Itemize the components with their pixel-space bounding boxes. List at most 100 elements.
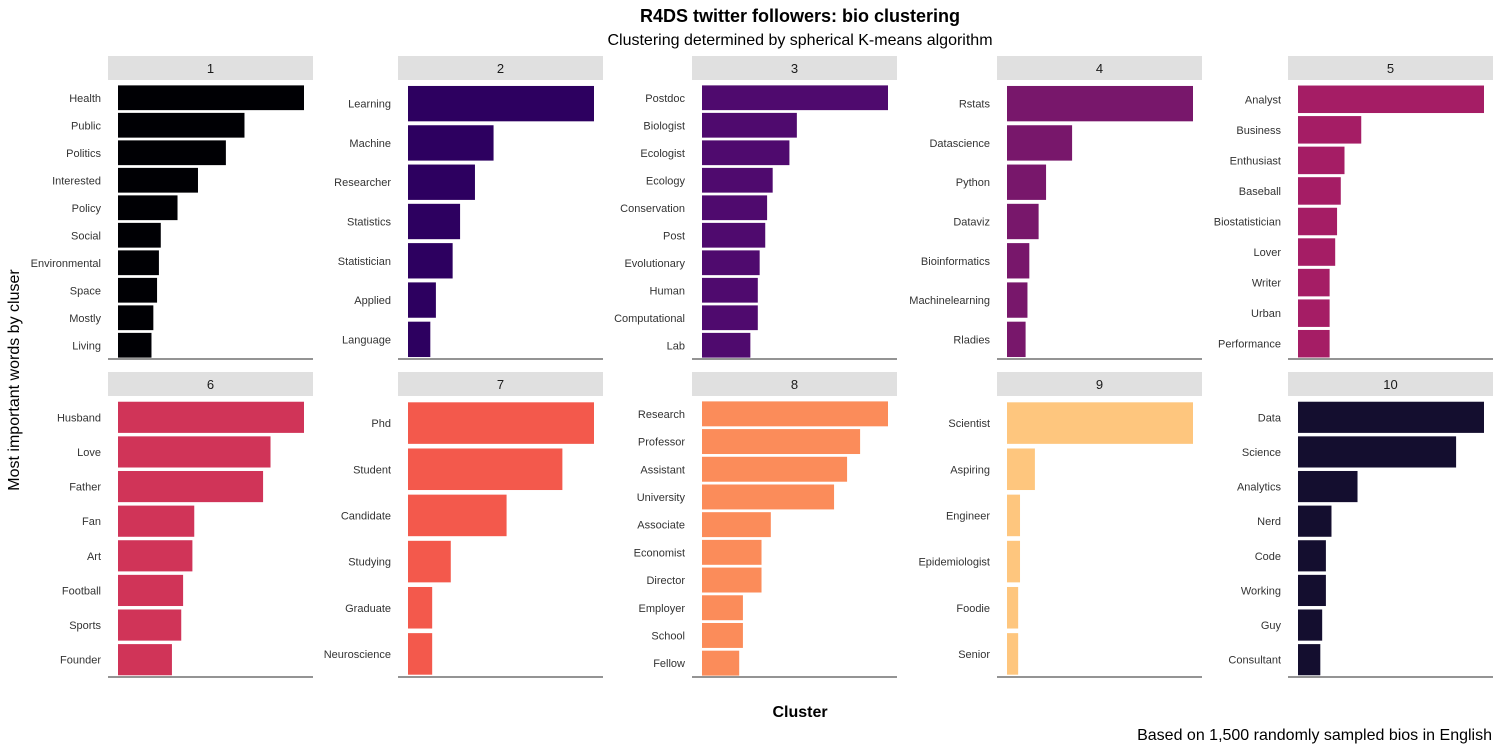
y-tick-label: School: [651, 630, 685, 642]
y-tick-label: Lab: [667, 340, 685, 352]
bar: [702, 332, 751, 358]
bar: [1298, 177, 1341, 205]
y-tick-label: Professor: [638, 437, 685, 449]
bar: [118, 436, 271, 468]
bar: [118, 222, 161, 248]
bar: [702, 167, 773, 193]
bar: [702, 305, 758, 331]
bar: [408, 402, 594, 444]
bar: [702, 112, 797, 138]
bar: [408, 633, 433, 675]
bar: [408, 540, 451, 583]
y-tick-label: Data: [1258, 412, 1282, 424]
facet-strip-label: 8: [791, 377, 798, 392]
bar: [118, 644, 172, 676]
y-tick-label: Foodie: [956, 603, 990, 615]
bar: [118, 609, 182, 641]
y-tick-label: Economist: [634, 547, 685, 559]
y-tick-label: Art: [87, 551, 101, 563]
y-tick-label: Code: [1255, 551, 1281, 563]
y-tick-label: Space: [70, 285, 101, 297]
bar: [1298, 609, 1323, 641]
bar: [702, 195, 768, 221]
bar: [1007, 448, 1035, 491]
bar: [702, 650, 740, 676]
y-tick-label: Founder: [60, 655, 101, 667]
y-tick-label: Epidemiologist: [918, 557, 990, 569]
bar: [1298, 505, 1332, 537]
bar: [408, 321, 431, 358]
bar: [1007, 85, 1193, 122]
facet-strip-label: 5: [1387, 61, 1394, 76]
bar: [702, 401, 888, 427]
y-tick-label: Mostly: [69, 313, 101, 325]
bar: [118, 401, 304, 433]
facet-panel-3: 3 Postdoc Biologist Ecologist Ecology Conserv…: [614, 56, 897, 360]
bar: [408, 282, 436, 318]
y-tick-label: Environmental: [31, 258, 101, 270]
bar: [118, 277, 158, 303]
facet-strip-label: 7: [497, 377, 504, 392]
bar: [118, 167, 198, 193]
y-tick-label: Neuroscience: [324, 649, 391, 661]
chart-caption: Based on 1,500 randomly sampled bios in …: [1137, 727, 1492, 744]
facet-strip: [398, 372, 603, 396]
bar: [118, 505, 195, 537]
y-tick-label: Language: [342, 334, 391, 346]
y-tick-label: Machine: [349, 138, 391, 150]
facet-panel-7: 7 Phd Student Candidate Studying Graduate Neur…: [324, 372, 603, 678]
y-tick-label: Learning: [348, 99, 391, 111]
y-tick-label: Research: [638, 409, 685, 421]
y-tick-label: Writer: [1252, 278, 1281, 290]
bar: [702, 456, 848, 482]
y-tick-label: Dataviz: [953, 217, 990, 229]
y-tick-label: Ecologist: [640, 148, 685, 160]
bar: [702, 222, 766, 248]
bar: [702, 277, 758, 303]
y-axis-title: Most important words by cluser: [6, 269, 23, 491]
y-tick-label: Father: [69, 482, 101, 494]
bar: [702, 622, 743, 648]
bar: [1298, 299, 1330, 327]
y-tick-label: Conservation: [620, 203, 685, 215]
bar: [702, 429, 861, 455]
bar: [408, 494, 507, 537]
y-tick-label: Football: [62, 585, 101, 597]
bar: [118, 250, 159, 276]
chart-title: R4DS twitter followers: bio clustering: [640, 6, 960, 26]
facet-strip-label: 1: [207, 61, 214, 76]
y-tick-label: Fan: [82, 516, 101, 528]
bar: [702, 85, 888, 111]
bar: [118, 540, 193, 572]
bar: [118, 574, 184, 607]
facet-panel-4: 4 Rstats Datascience Python Dataviz Bioinform…: [909, 56, 1202, 360]
facet-panel-9: 9 Scientist Aspiring Engineer Epidemiologist…: [918, 372, 1202, 678]
facet-panel-1: 1 Health Public Politics Interested Policy Soc…: [31, 56, 313, 360]
bar: [1007, 540, 1021, 583]
y-tick-label: Datascience: [929, 138, 990, 150]
bar: [408, 203, 461, 240]
y-tick-label: Baseball: [1239, 186, 1281, 198]
bar: [702, 484, 835, 510]
bar: [1298, 574, 1326, 607]
bar: [408, 586, 433, 629]
bar: [702, 539, 762, 565]
bar: [702, 595, 743, 621]
y-tick-label: Politics: [66, 148, 101, 160]
y-tick-label: Postdoc: [645, 93, 685, 105]
bar: [1298, 329, 1330, 358]
bar: [1298, 85, 1484, 114]
y-tick-label: Lover: [1253, 247, 1281, 259]
bar: [1298, 540, 1326, 572]
facet-strip-label: 9: [1096, 377, 1103, 392]
bar: [1007, 402, 1193, 444]
bar: [1298, 401, 1484, 433]
x-axis-title: Cluster: [772, 704, 827, 721]
y-tick-label: Researcher: [334, 177, 391, 189]
bar: [1007, 282, 1028, 318]
bar: [1007, 125, 1073, 161]
bar: [118, 140, 226, 166]
facet-panel-10: 10 Data Science Analytics Nerd Code Working Guy…: [1228, 372, 1493, 678]
bar: [408, 164, 475, 200]
